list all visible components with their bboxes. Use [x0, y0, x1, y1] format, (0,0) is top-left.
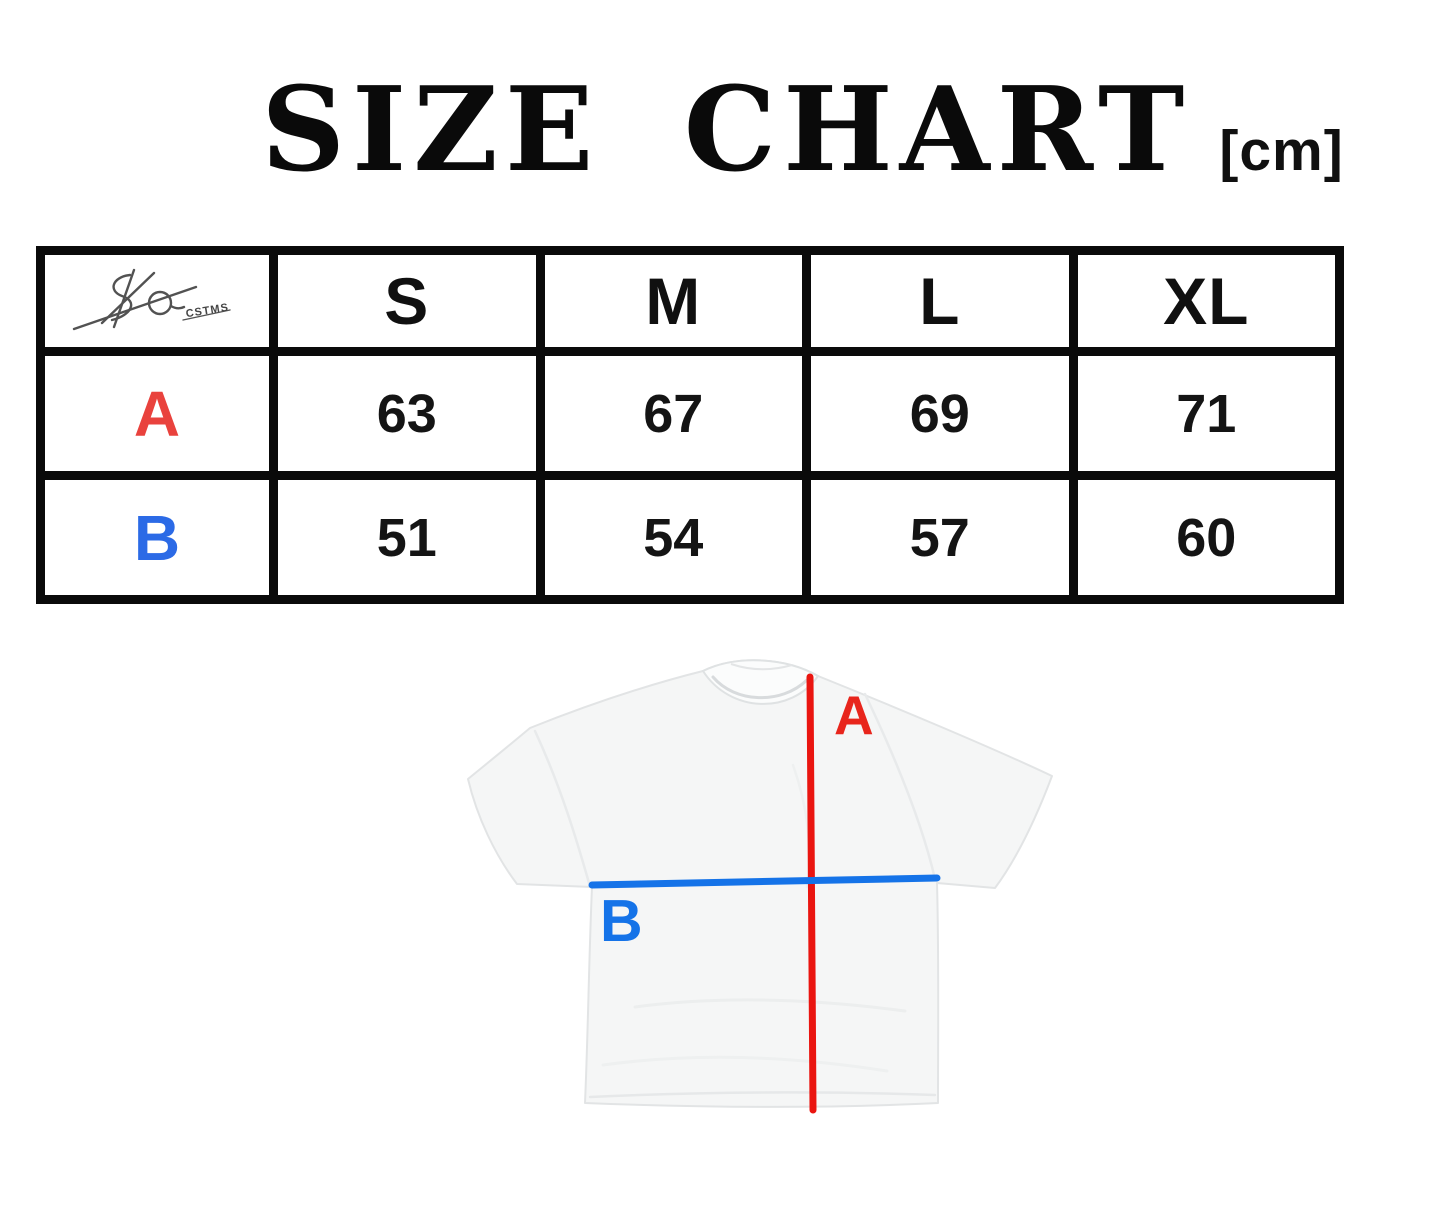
signature-stroke — [72, 285, 198, 331]
measure-label-a: A — [834, 684, 874, 746]
value-a-l: 69 — [811, 356, 1069, 471]
measure-line-b — [588, 874, 941, 889]
brand-signature-logo: CSTMS — [72, 268, 231, 331]
brand-logo-label: CSTMS — [185, 302, 230, 321]
signature-stroke — [110, 273, 133, 322]
signature-stroke — [112, 268, 136, 329]
measure-line-a — [806, 673, 817, 1114]
value-b-m: 54 — [544, 480, 802, 595]
tshirt-collar — [701, 659, 820, 705]
row-label-a: A — [45, 356, 269, 471]
size-col-l: L — [811, 255, 1069, 347]
measure-label-b: B — [600, 888, 643, 954]
table-logo-cell: CSTMS — [45, 255, 269, 347]
value-a-xl: 71 — [1077, 356, 1335, 471]
page-title: SIZE CHART [cm] — [160, 62, 1445, 198]
value-b-xl: 60 — [1077, 480, 1335, 595]
size-col-s: S — [278, 255, 536, 347]
title-text: SIZE CHART — [261, 62, 1192, 198]
tshirt-measurement-diagram: A B — [467, 659, 1053, 1114]
signature-stroke — [169, 304, 186, 310]
row-label-b: B — [45, 480, 269, 595]
signature-underline — [182, 309, 231, 321]
value-a-s: 63 — [278, 356, 536, 471]
value-b-s: 51 — [278, 480, 536, 595]
value-b-l: 57 — [811, 480, 1069, 595]
signature-o — [147, 290, 173, 316]
title-unit: [cm] — [1219, 119, 1344, 183]
size-col-m: M — [544, 255, 802, 347]
size-col-xl: XL — [1077, 255, 1335, 347]
size-table: CSTMS S M L XL A 63 67 69 71 B 51 54 57 … — [36, 246, 1344, 604]
value-a-m: 67 — [544, 356, 802, 471]
